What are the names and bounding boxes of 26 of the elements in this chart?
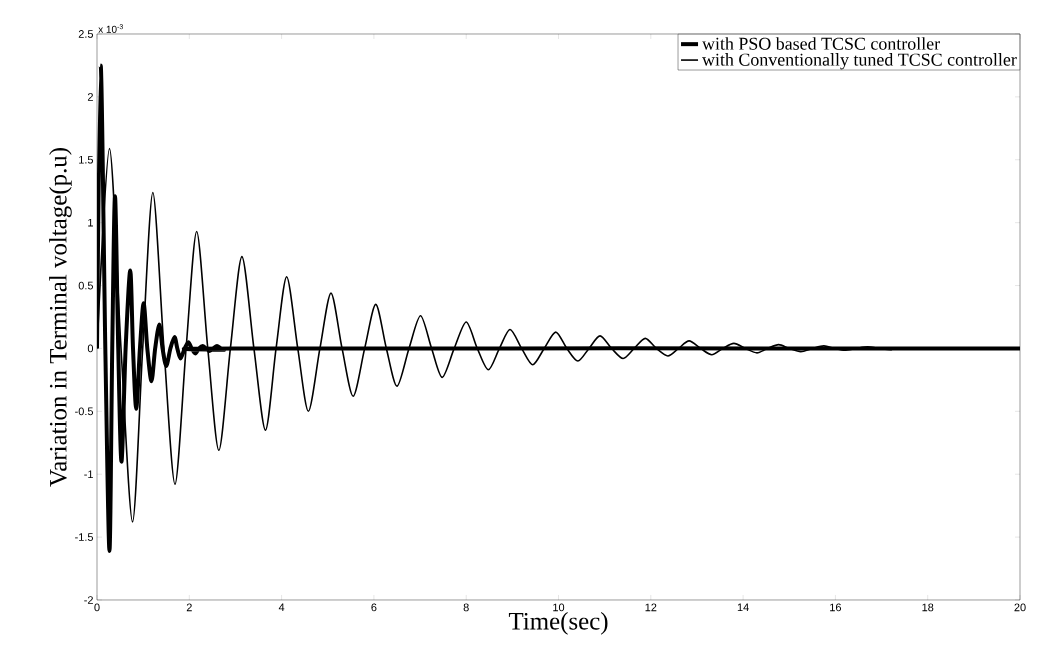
x-tick-label: 6 (371, 603, 377, 612)
y-tick-label: -2 (84, 596, 93, 604)
x-tick-label: 20 (1014, 603, 1026, 612)
y-tick-label: -1 (84, 470, 93, 478)
x-tick-label: 2 (186, 603, 192, 612)
x-tick-label: 16 (830, 603, 842, 612)
y-tick-label: -0.5 (75, 407, 94, 416)
x-tick-label: 8 (463, 603, 469, 612)
x-tick-label: 0 (94, 603, 100, 612)
text: x 10$^{-3}$ (98, 24, 123, 33)
x-tick-label: 12 (645, 603, 657, 612)
y-tick-label: 0.5 (78, 281, 94, 290)
y-tick-label: 1.5 (79, 155, 94, 164)
y-tick-label: 2 (87, 93, 93, 101)
x-axis-title: Time(sec) (508, 612, 608, 635)
y-tick-label: 1 (88, 218, 93, 227)
legend-label: with Conventionally tuned TCSC controller (702, 53, 1017, 70)
legend-label: with PSO based TCSC controller (702, 37, 940, 50)
y-tick-label: -1.5 (75, 533, 94, 541)
x-tick-label: 10 (553, 603, 565, 612)
x-tick-label: 14 (737, 603, 749, 612)
y-tick-label: 2.5 (78, 30, 94, 38)
y-axis-title: Variation in Terminal voltage(p.u) (49, 148, 72, 487)
y-tick-label: 0 (87, 344, 94, 353)
x-tick-label: 4 (278, 603, 285, 612)
x-tick-label: 18 (922, 603, 934, 612)
